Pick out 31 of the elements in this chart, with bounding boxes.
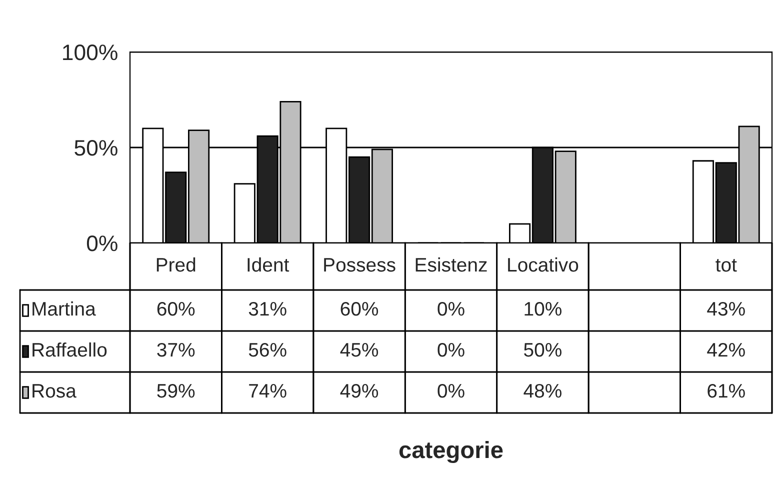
x-tick-label: tot [716,258,737,272]
legend-label: Raffaello [32,342,107,357]
data-label: 61% [708,384,745,398]
y-tick-label: 50% [74,140,118,156]
data-label: 10% [524,302,562,316]
x-tick-label: Ident [248,257,290,272]
legend-label: Rosa [32,384,76,398]
x-tick-label: Locativo [508,257,578,272]
data-label: 31% [248,302,286,316]
y-tick-label: 0% [86,236,118,252]
data-label: 60% [157,302,195,316]
data-label: 43% [707,302,745,316]
data-label: 50% [524,342,562,357]
data-label: 60% [340,302,378,316]
data-label: 56% [248,342,286,357]
data-label: 37% [157,342,195,357]
x-tick-label: Pred [156,257,196,272]
legend-label: Martina [32,301,96,316]
data-label: 45% [340,343,378,357]
data-label: 59% [157,384,195,398]
x-tick-label: Esistenz [416,257,487,272]
data-label: 74% [249,384,286,398]
data-label: 0% [438,342,464,357]
data-label: 48% [524,384,562,398]
x-tick-label: Possess [324,258,396,272]
text: categorie [399,440,503,464]
data-label: 0% [438,384,464,398]
data-label: 42% [707,342,745,357]
y-tick-label: 100% [63,44,118,60]
data-label: 0% [438,302,464,316]
data-label: 49% [340,384,378,398]
